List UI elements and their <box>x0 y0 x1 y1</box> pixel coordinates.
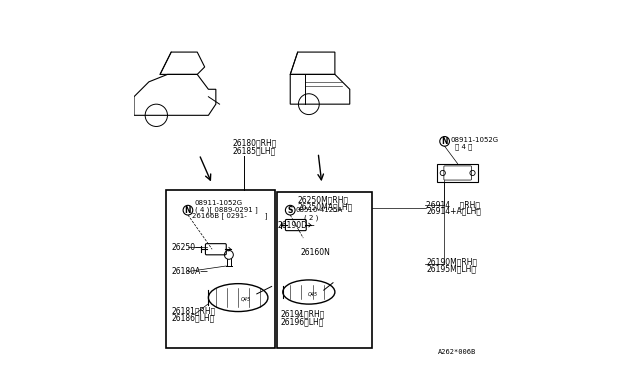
Text: 26185〈LH〉: 26185〈LH〉 <box>232 147 276 155</box>
Text: 26250MA〈LH〉: 26250MA〈LH〉 <box>298 202 353 211</box>
Text: N: N <box>442 137 448 146</box>
Text: Q45: Q45 <box>307 291 317 296</box>
Text: 26196〈LH〉: 26196〈LH〉 <box>281 317 324 326</box>
Text: 26186〈LH〉: 26186〈LH〉 <box>172 314 214 323</box>
Text: 26181〈RH〉: 26181〈RH〉 <box>172 306 216 315</box>
Text: 08911-1052G: 08911-1052G <box>195 201 243 206</box>
Text: 〈 4 〉: 〈 4 〉 <box>454 144 472 150</box>
Text: ( 4 )[ 0889-0291 ]: ( 4 )[ 0889-0291 ] <box>195 206 257 213</box>
Text: 26250M〈RH〉: 26250M〈RH〉 <box>298 196 349 205</box>
Text: 26914    〈RH〉: 26914 〈RH〉 <box>426 200 480 209</box>
Text: 08510-4125A: 08510-4125A <box>296 207 343 213</box>
Text: N: N <box>185 206 191 215</box>
Text: 26160N: 26160N <box>301 248 330 257</box>
Text: 26914+A〈LH〉: 26914+A〈LH〉 <box>426 207 481 216</box>
Text: 26191〈RH〉: 26191〈RH〉 <box>281 310 325 319</box>
Text: 26190M〈RH〉: 26190M〈RH〉 <box>426 258 477 267</box>
Text: 26180A—: 26180A— <box>172 267 208 276</box>
Text: Q45: Q45 <box>241 297 251 302</box>
Text: 26195M〈LH〉: 26195M〈LH〉 <box>426 265 476 274</box>
Text: 26180〈RH〉: 26180〈RH〉 <box>232 138 277 147</box>
Text: 26250—: 26250— <box>172 243 203 252</box>
Text: 26190D—: 26190D— <box>278 221 316 230</box>
Text: S: S <box>287 206 293 215</box>
Text: 08911-1052G: 08911-1052G <box>451 137 499 142</box>
Text: A262*006B: A262*006B <box>438 349 476 355</box>
Text: 26166B [ 0291-        ]: 26166B [ 0291- ] <box>191 213 267 219</box>
Text: ( 2 ): ( 2 ) <box>305 214 319 221</box>
